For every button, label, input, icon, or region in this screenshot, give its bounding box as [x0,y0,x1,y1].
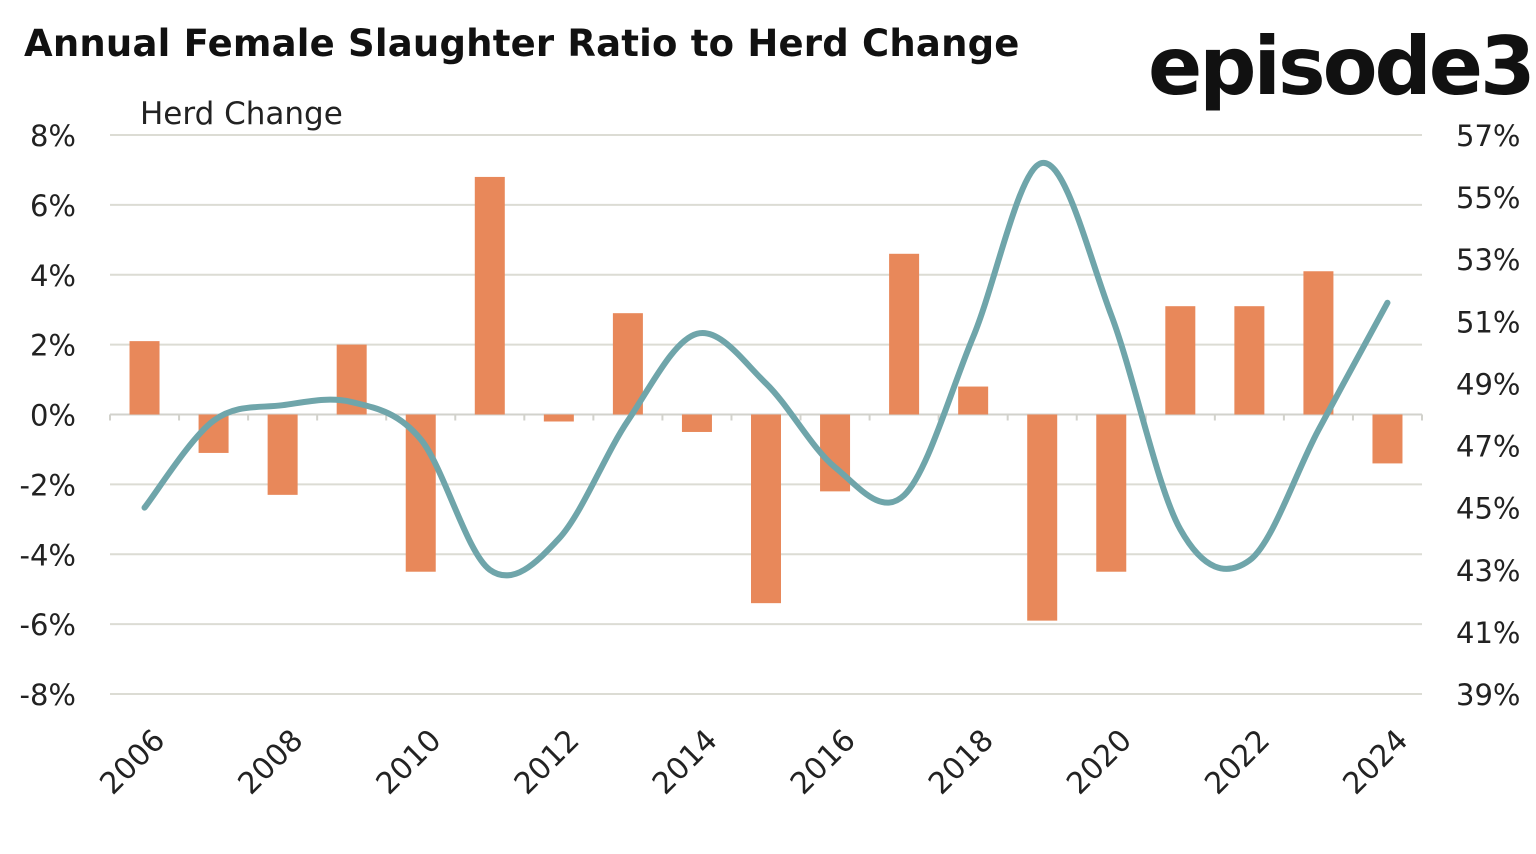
x-tick-label: 2008 [232,723,311,802]
bar [1303,271,1334,415]
bar [1234,306,1265,415]
bar [474,176,505,415]
x-tick-label: 2020 [1060,723,1139,802]
y-right-tick-label: 57% [1456,119,1520,153]
bar [612,313,643,415]
y-right-tick-label: 41% [1456,616,1520,650]
y-left-tick-label: -6% [20,608,76,642]
x-tick-label: 2022 [1198,723,1277,802]
y-axis-label: Herd Change [140,96,343,132]
bar [681,414,712,432]
y-left-tick-label: 0% [30,399,76,433]
bar [889,253,920,415]
x-tick-label: 2016 [784,723,863,802]
y-right-tick-label: 51% [1456,305,1520,339]
x-tick-label: 2024 [1336,723,1415,802]
x-tick-label: 2018 [922,723,1001,802]
y-left-tick-label: -4% [20,538,76,572]
bar [129,341,160,415]
y-right-tick-label: 53% [1456,243,1520,277]
bar [1096,414,1127,572]
y-right-tick-label: 47% [1456,430,1520,464]
y-right-tick-label: 55% [1456,181,1520,215]
bar [1372,414,1403,464]
y-right-tick-label: 45% [1456,492,1520,526]
x-tick-label: 2012 [508,723,587,802]
y-left-tick-label: 4% [30,259,76,293]
brand-logo: episode3 [1148,20,1536,113]
bar [751,414,781,604]
y-right-tick-label: 43% [1456,554,1520,588]
x-tick-label: 2010 [370,723,449,802]
bar [958,386,989,415]
x-tick-label: 2006 [93,723,172,802]
bar [543,414,574,422]
y-left-tick-label: 8% [30,119,76,153]
chart-title: Annual Female Slaughter Ratio to Herd Ch… [24,22,1020,65]
y-left-tick-label: -8% [20,678,76,712]
y-right-tick-label: 39% [1456,678,1520,712]
y-right-tick-label: 49% [1456,367,1520,401]
y-left-tick-label: 2% [30,329,76,363]
bar [1165,306,1196,415]
bar [267,414,298,495]
y-left-tick-label: 6% [30,189,76,223]
x-tick-label: 2014 [646,723,725,802]
bar [1027,414,1058,621]
y-left-tick-label: -2% [20,468,76,502]
series-line [141,159,1391,579]
